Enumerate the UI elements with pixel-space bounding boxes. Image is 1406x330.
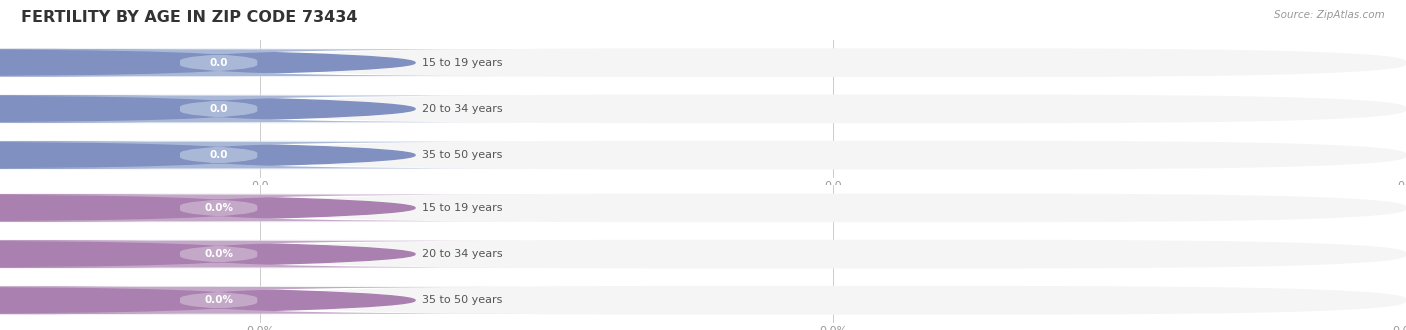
Text: 20 to 34 years: 20 to 34 years	[422, 104, 503, 114]
Text: 0.0: 0.0	[209, 104, 228, 114]
FancyBboxPatch shape	[260, 141, 1406, 169]
FancyBboxPatch shape	[260, 286, 1406, 314]
Circle shape	[0, 96, 415, 122]
FancyBboxPatch shape	[260, 240, 1406, 268]
FancyBboxPatch shape	[0, 240, 385, 268]
FancyBboxPatch shape	[260, 49, 1406, 77]
FancyBboxPatch shape	[0, 286, 385, 314]
FancyBboxPatch shape	[260, 194, 1406, 222]
FancyBboxPatch shape	[0, 194, 526, 221]
FancyBboxPatch shape	[0, 95, 385, 123]
FancyBboxPatch shape	[0, 49, 385, 77]
Text: 0.0%: 0.0%	[204, 203, 233, 213]
Circle shape	[0, 241, 415, 267]
FancyBboxPatch shape	[0, 287, 526, 314]
Text: 0.0%: 0.0%	[204, 249, 233, 259]
Circle shape	[0, 287, 415, 314]
Text: 15 to 19 years: 15 to 19 years	[422, 203, 502, 213]
FancyBboxPatch shape	[0, 95, 526, 122]
FancyBboxPatch shape	[260, 95, 1406, 123]
FancyBboxPatch shape	[0, 141, 385, 169]
FancyBboxPatch shape	[0, 49, 526, 76]
Text: 35 to 50 years: 35 to 50 years	[422, 295, 502, 305]
Text: 20 to 34 years: 20 to 34 years	[422, 249, 503, 259]
Circle shape	[0, 50, 415, 76]
Text: 15 to 19 years: 15 to 19 years	[422, 58, 502, 68]
Text: Source: ZipAtlas.com: Source: ZipAtlas.com	[1274, 10, 1385, 20]
FancyBboxPatch shape	[0, 194, 385, 222]
Text: 35 to 50 years: 35 to 50 years	[422, 150, 502, 160]
Text: 0.0%: 0.0%	[204, 295, 233, 305]
Text: 0.0: 0.0	[209, 150, 228, 160]
Text: 0.0: 0.0	[209, 58, 228, 68]
Circle shape	[0, 142, 415, 168]
FancyBboxPatch shape	[0, 142, 526, 169]
Circle shape	[0, 195, 415, 221]
Text: FERTILITY BY AGE IN ZIP CODE 73434: FERTILITY BY AGE IN ZIP CODE 73434	[21, 10, 357, 25]
FancyBboxPatch shape	[0, 241, 526, 268]
